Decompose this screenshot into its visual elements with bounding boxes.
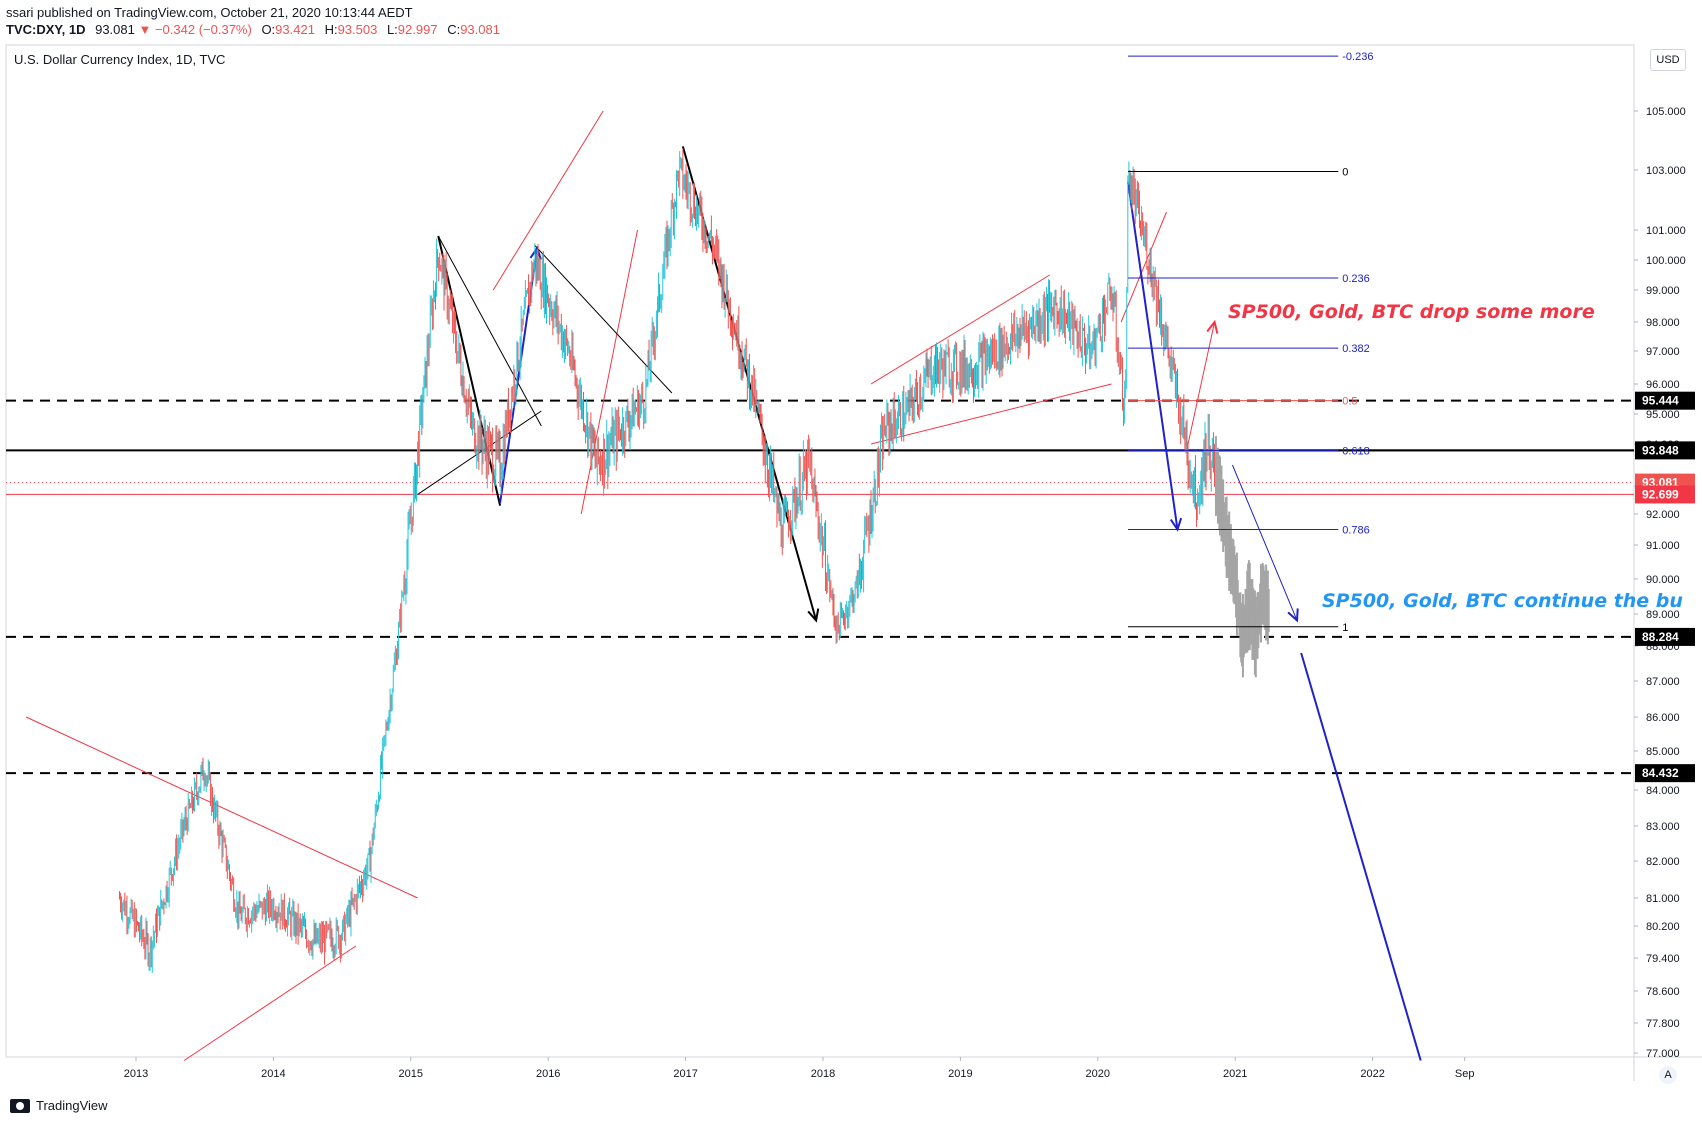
fib-label--0.236: -0.236 bbox=[1342, 51, 1373, 63]
arrowhead-blue-2015 bbox=[529, 245, 542, 260]
annotation-continue-text: SP500, Gold, BTC continue the bu bbox=[1322, 590, 1683, 612]
price-tag-95-444-text: 95.444 bbox=[1642, 394, 1679, 408]
footer-brand: TradingView bbox=[36, 1098, 108, 1113]
y-tick-label-80.200: 80.200 bbox=[1646, 921, 1680, 933]
high-value: 93.503 bbox=[337, 22, 378, 37]
y-tick-label-84.000: 84.000 bbox=[1646, 785, 1680, 797]
y-tick-label-99.000: 99.000 bbox=[1646, 285, 1680, 297]
price-tag-93-848-bg bbox=[1635, 441, 1695, 460]
trendline-14 bbox=[1186, 321, 1216, 449]
open-value: 93.421 bbox=[275, 22, 315, 37]
trendline-6 bbox=[1120, 211, 1167, 323]
open-label: O: bbox=[261, 22, 276, 37]
x-tick-label-2016: 2016 bbox=[536, 1068, 560, 1080]
arrowhead-red-2020 bbox=[1206, 319, 1219, 334]
fib-label-0.382: 0.382 bbox=[1342, 343, 1370, 355]
fib-label-1: 1 bbox=[1342, 622, 1348, 634]
trendline-15 bbox=[1231, 464, 1298, 621]
tradingview-logo-icon bbox=[10, 1098, 30, 1113]
trendline-16 bbox=[1300, 652, 1422, 1061]
change-value: ▼ −0.342 (−0.37%) bbox=[138, 22, 252, 37]
x-tick-label-2019: 2019 bbox=[948, 1068, 972, 1080]
arrowhead-blue-2020 bbox=[1169, 517, 1183, 532]
x-tick-label-2017: 2017 bbox=[673, 1068, 697, 1080]
chart-legend: U.S. Dollar Currency Index, 1D, TVC bbox=[14, 52, 226, 67]
y-tick-label-78.600: 78.600 bbox=[1646, 986, 1680, 998]
annotation-drop-text: SP500, Gold, BTC drop some more bbox=[1228, 301, 1595, 323]
low-label: L: bbox=[386, 22, 398, 37]
price-tag-88-284-bg bbox=[1635, 627, 1695, 646]
y-tick-label-83.000: 83.000 bbox=[1646, 821, 1680, 833]
trendline-13 bbox=[1127, 181, 1179, 530]
price-tag-95-444-bg bbox=[1635, 391, 1695, 410]
x-tick-label-2020: 2020 bbox=[1086, 1068, 1110, 1080]
low-value: 92.997 bbox=[397, 22, 438, 37]
x-tick-label-2014: 2014 bbox=[261, 1068, 285, 1080]
y-tick-label-90.000: 90.000 bbox=[1646, 574, 1680, 586]
y-tick-label-89.000: 89.000 bbox=[1646, 609, 1680, 621]
y-tick-label-98.000: 98.000 bbox=[1646, 317, 1680, 329]
y-tick-label-81.000: 81.000 bbox=[1646, 893, 1680, 905]
trendline-0 bbox=[25, 716, 418, 899]
footer: TradingView bbox=[10, 1098, 108, 1113]
publish-info: ssari published on TradingView.com, Octo… bbox=[6, 5, 413, 20]
x-tick-label-2018: 2018 bbox=[811, 1068, 835, 1080]
price-tag-84-432-text: 84.432 bbox=[1642, 766, 1679, 780]
price-tag-line-text: 92.699 bbox=[1642, 487, 1679, 501]
x-tick-label-2015: 2015 bbox=[399, 1068, 423, 1080]
trendline-5 bbox=[870, 383, 1112, 445]
trendline-1 bbox=[183, 945, 357, 1061]
y-tick-label-101.000: 101.000 bbox=[1646, 225, 1686, 237]
price-tag-line-bg bbox=[1635, 485, 1695, 504]
y-tick-label-97.000: 97.000 bbox=[1646, 346, 1680, 358]
fib-label-0.618: 0.618 bbox=[1342, 445, 1370, 457]
high-label: H: bbox=[324, 22, 338, 37]
x-tick-label-2021: 2021 bbox=[1223, 1068, 1247, 1080]
y-tick-label-87.000: 87.000 bbox=[1646, 676, 1680, 688]
y-tick-label-86.000: 86.000 bbox=[1646, 712, 1680, 724]
trendline-9 bbox=[437, 235, 542, 427]
y-tick-label-92.000: 92.000 bbox=[1646, 509, 1680, 521]
y-tick-label-96.000: 96.000 bbox=[1646, 379, 1680, 391]
ticker-label: TVC:DXY, 1D bbox=[6, 22, 86, 37]
arrowhead-black-2015 bbox=[807, 608, 820, 623]
price-tag-88-284-text: 88.284 bbox=[1642, 630, 1679, 644]
x-tick-label-2013: 2013 bbox=[124, 1068, 148, 1080]
price-tag-93-848-text: 93.848 bbox=[1642, 443, 1679, 457]
x-tick-label-2022: 2022 bbox=[1360, 1068, 1384, 1080]
close-value: 93.081 bbox=[460, 22, 500, 37]
y-tick-label-77.000: 77.000 bbox=[1646, 1048, 1680, 1060]
fib-label-0.5: 0.5 bbox=[1342, 396, 1357, 408]
fib-label-0.236: 0.236 bbox=[1342, 273, 1370, 285]
y-tick-label-77.800: 77.800 bbox=[1646, 1018, 1680, 1030]
fib-label-0.786: 0.786 bbox=[1342, 525, 1370, 537]
price-tag-84-432-bg bbox=[1635, 764, 1695, 783]
y-tick-label-82.000: 82.000 bbox=[1646, 856, 1680, 868]
y-tick-label-103.000: 103.000 bbox=[1646, 165, 1686, 177]
y-tick-label-85.000: 85.000 bbox=[1646, 746, 1680, 758]
y-tick-label-100.000: 100.000 bbox=[1646, 255, 1686, 267]
ohlc-bar: TVC:DXY, 1D 93.081 ▼ −0.342 (−0.37%) O:9… bbox=[6, 22, 500, 37]
fib-label-0: 0 bbox=[1342, 167, 1348, 179]
y-tick-label-91.000: 91.000 bbox=[1646, 540, 1680, 552]
arrowhead-blue-projection bbox=[1287, 608, 1299, 623]
currency-button[interactable]: USD bbox=[1650, 49, 1686, 71]
x-tick-label-Sep: Sep bbox=[1455, 1068, 1475, 1080]
close-label: C: bbox=[447, 22, 461, 37]
trendline-10 bbox=[417, 410, 542, 495]
y-tick-label-79.400: 79.400 bbox=[1646, 953, 1680, 965]
trendline-2 bbox=[492, 110, 604, 291]
y-tick-label-105.000: 105.000 bbox=[1646, 106, 1686, 118]
y-tick-label-95.000: 95.000 bbox=[1646, 409, 1680, 421]
trendline-4 bbox=[870, 274, 1050, 385]
auto-scale-button[interactable]: A bbox=[1659, 1066, 1677, 1084]
last-price: 93.081 bbox=[95, 22, 135, 37]
